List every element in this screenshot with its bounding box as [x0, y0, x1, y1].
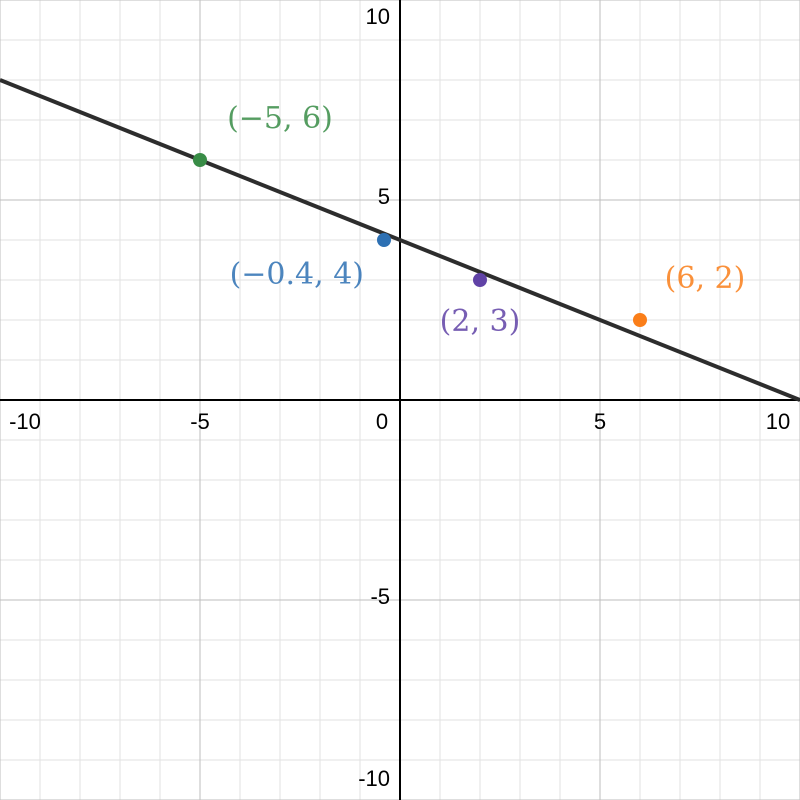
y-tick-label: -10: [358, 766, 390, 791]
point: [473, 273, 487, 287]
line: [0, 78, 800, 402]
point-label: (2, 3): [440, 304, 521, 339]
x-tick-label: -10: [9, 409, 41, 434]
y-tick-label: -5: [370, 584, 390, 609]
y-tick-label: 5: [378, 184, 390, 209]
point: [633, 313, 647, 327]
point-label: (6, 2): [665, 261, 746, 296]
point-label: (−0.4, 4): [230, 257, 364, 292]
point-label: (−5, 6): [227, 101, 333, 136]
x-tick-label: 10: [766, 409, 790, 434]
x-tick-label: 5: [594, 409, 606, 434]
point: [193, 153, 207, 167]
y-tick-label: 10: [366, 4, 390, 29]
x-tick-label: 0: [376, 409, 388, 434]
point: [377, 233, 391, 247]
x-tick-label: -5: [190, 409, 210, 434]
